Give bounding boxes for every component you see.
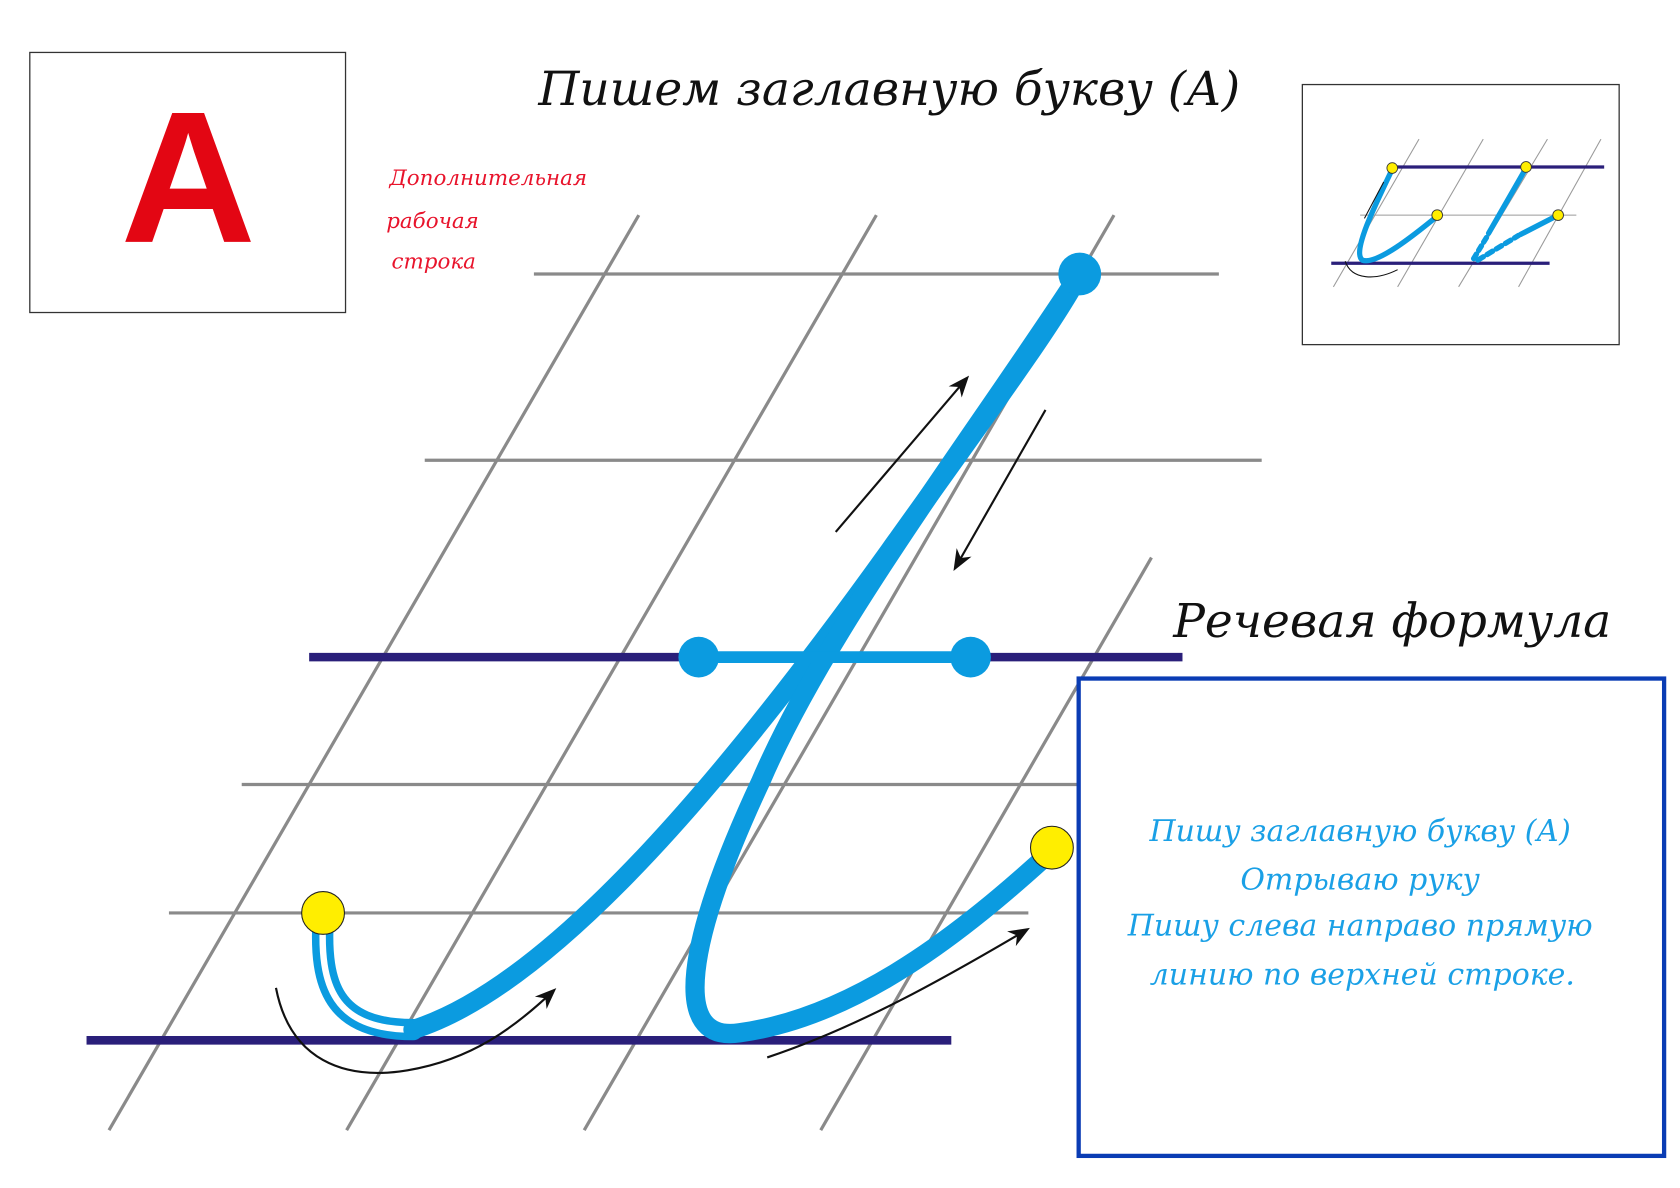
card-letter: А bbox=[121, 72, 256, 282]
crossbar-end-point bbox=[950, 636, 991, 678]
formula-line: линию по верхней строке. bbox=[1150, 958, 1575, 993]
stroke-order-inset bbox=[1301, 83, 1620, 346]
letter-card: А bbox=[29, 51, 347, 314]
baselines bbox=[86, 652, 1183, 1045]
letter-strokes bbox=[311, 264, 1090, 1044]
arrow-curve-icon bbox=[274, 987, 557, 1074]
formula-line: Отрываю руку bbox=[1240, 862, 1480, 897]
top-point bbox=[1058, 252, 1102, 296]
speech-formula-box: Пишу заглавную букву (А) Отрываю руку Пи… bbox=[1076, 676, 1667, 1159]
note-line: Дополнительная bbox=[388, 166, 587, 191]
note-line: строка bbox=[392, 250, 476, 275]
right-stroke bbox=[685, 277, 1081, 1044]
arrow-down-icon bbox=[953, 409, 1047, 571]
direction-arrows bbox=[274, 375, 1047, 1074]
note-line: рабочая bbox=[386, 209, 479, 234]
formula-line: Пишу слева направо прямую bbox=[1127, 908, 1593, 943]
writing-grid bbox=[107, 214, 1262, 1132]
start-dot bbox=[301, 891, 345, 935]
arrow-right-icon bbox=[766, 927, 1030, 1059]
crossbar-start-point bbox=[678, 636, 720, 678]
lead-in-stroke-inner bbox=[319, 917, 417, 1033]
speech-formula-heading: Речевая формула bbox=[1172, 594, 1611, 649]
page-title: Пишем заглавную букву (А) bbox=[537, 62, 1240, 117]
formula-line: Пишу заглавную букву (А) bbox=[1148, 814, 1570, 849]
slant-line bbox=[107, 214, 641, 1132]
slant-line bbox=[345, 214, 878, 1132]
arrow-up-icon bbox=[834, 375, 970, 533]
extra-line-note: Дополнительная рабочая строка bbox=[386, 166, 587, 274]
lead-in-stroke bbox=[311, 909, 424, 1041]
start-dot bbox=[1029, 825, 1074, 870]
